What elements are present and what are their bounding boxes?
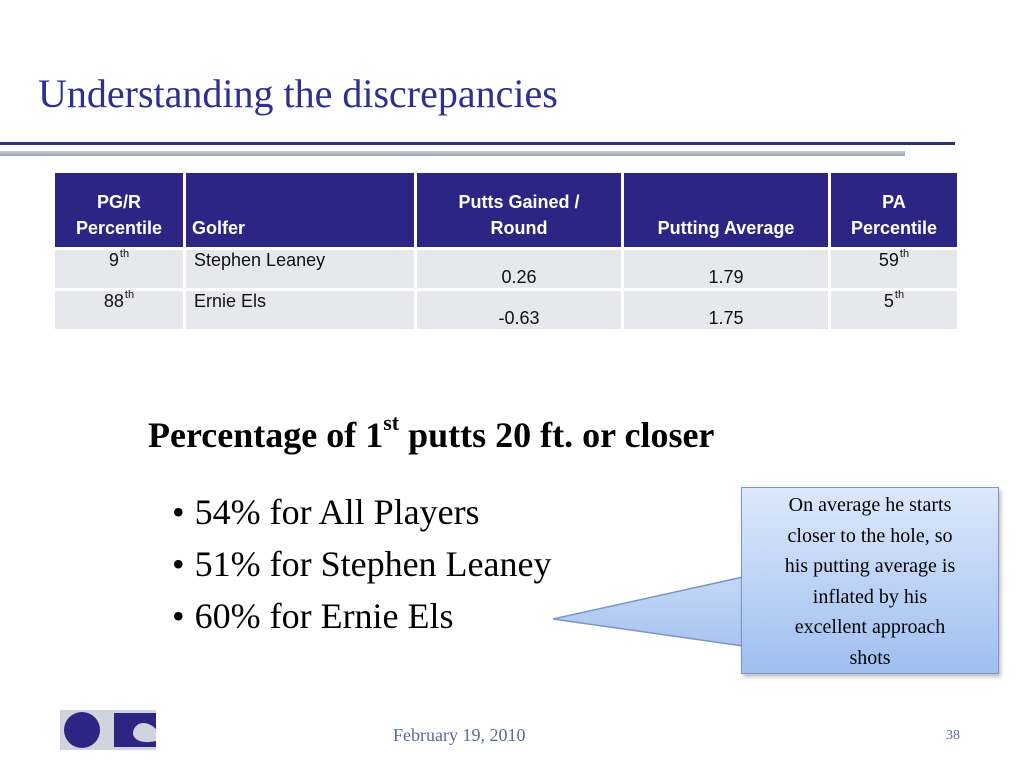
table-row: 88th Ernie Els -0.63 1.75 5th: [55, 289, 957, 329]
section-heading: Percentage of 1st putts 20 ft. or closer: [148, 410, 715, 455]
table-header-row: PG/R Percentile Golfer Putts Gained / Ro…: [55, 173, 957, 247]
callout-box: On average he starts closer to the hole,…: [741, 487, 999, 674]
bullet-item: 60% for Ernie Els: [172, 590, 551, 642]
header-putting-average: Putting Average: [624, 173, 828, 247]
title-divider-shadow: [0, 151, 905, 156]
bullet-item: 54% for All Players: [172, 486, 551, 538]
company-logo-icon: [60, 710, 156, 750]
page-number: 38: [946, 728, 960, 743]
cell-putts-gained: -0.63: [417, 291, 621, 329]
bullet-list: 54% for All Players 51% for Stephen Lean…: [172, 486, 552, 642]
header-putts-gained: Putts Gained / Round: [417, 173, 621, 247]
cell-putts-gained: 0.26: [417, 250, 621, 288]
title-divider: [0, 142, 955, 145]
cell-pa-percentile: 59th: [831, 248, 957, 288]
cell-pgr-percentile: 9th: [55, 248, 183, 288]
header-pa-percentile: PA Percentile: [831, 173, 957, 247]
cell-putting-average: 1.79: [624, 250, 828, 288]
bullet-item: 51% for Stephen Leaney: [172, 538, 552, 590]
stats-table: PG/R Percentile Golfer Putts Gained / Ro…: [52, 170, 960, 332]
cell-golfer: Stephen Leaney: [186, 250, 414, 288]
cell-pgr-percentile: 88th: [55, 289, 183, 329]
table-row: 9th Stephen Leaney 0.26 1.79 59th: [55, 248, 957, 288]
footer-date: February 19, 2010: [393, 725, 526, 745]
cell-pa-percentile: 5th: [831, 289, 957, 329]
slide-title: Understanding the discrepancies: [38, 71, 558, 116]
header-pgr-percentile: PG/R Percentile: [55, 173, 183, 247]
header-golfer: Golfer: [186, 173, 414, 247]
cell-golfer: Ernie Els: [186, 291, 414, 329]
cell-putting-average: 1.75: [624, 291, 828, 329]
